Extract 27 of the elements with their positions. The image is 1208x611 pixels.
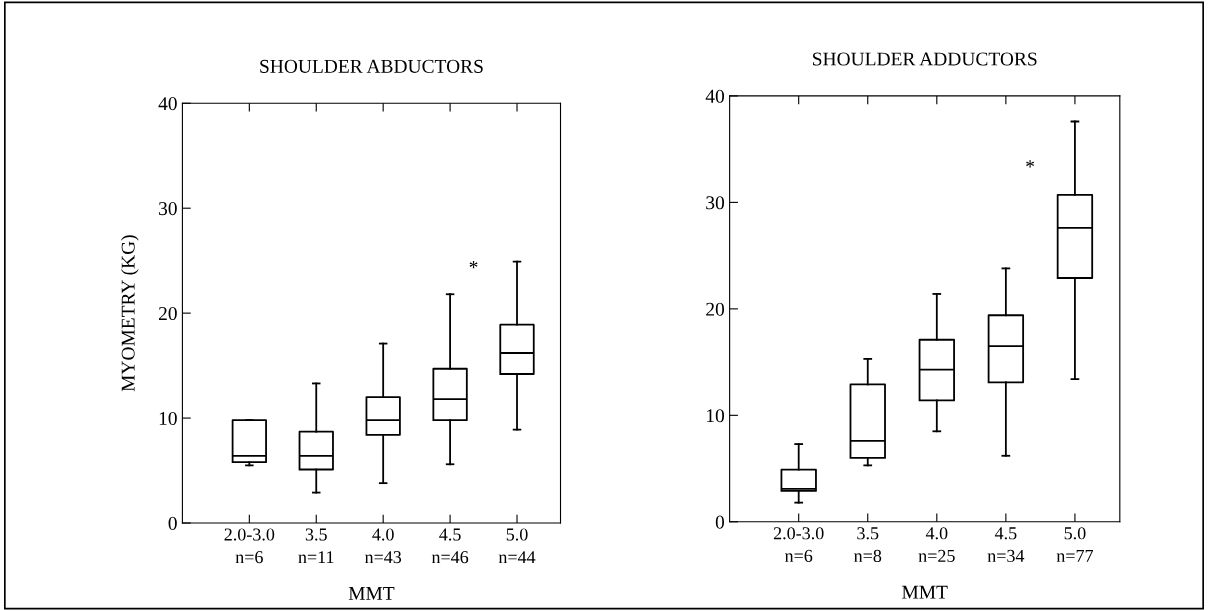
x-tick-label: 2.0-3.0 n=6	[773, 527, 824, 562]
x-tick-label: 2.0-3.0 n=6	[224, 528, 275, 564]
x-tick-label: 4.5 n=46	[431, 528, 469, 564]
y-tick-label: 0	[715, 515, 725, 529]
x-tick-label: 5.0 n=44	[498, 528, 536, 564]
y-tick-label: 40	[705, 89, 725, 103]
y-tick-label: 10	[159, 411, 177, 426]
x-axis-title: MMT	[902, 585, 948, 599]
y-axis-title: MYOMETRY (KG)	[121, 235, 139, 392]
x-tick-label: 4.0 n=25	[918, 527, 955, 562]
annotation: *	[469, 261, 478, 269]
y-tick-label: 10	[707, 409, 725, 423]
y-tick-label: 0	[168, 516, 177, 530]
y-tick-label: 20	[706, 302, 725, 316]
chart-title: SHOULDER ABDUCTORS	[260, 59, 483, 73]
x-tick-label: 4.5 n=34	[987, 527, 1025, 562]
x-tick-label: 3.5 n=8	[854, 527, 882, 562]
y-tick-label: 20	[158, 306, 177, 321]
x-tick-label: 4.0 n=43	[364, 528, 402, 564]
y-tick-label: 40	[158, 97, 177, 111]
y-tick-label: 30	[159, 202, 177, 216]
x-tick-label: 5.0 n=77	[1056, 527, 1094, 562]
y-tick-label: 30	[706, 196, 725, 210]
x-tick-label: 3.5 n=11	[298, 528, 334, 564]
chart-title: SHOULDER ADDUCTORS	[813, 52, 1037, 66]
annotation: *	[1026, 160, 1035, 168]
x-axis-title: MMT	[348, 587, 395, 600]
